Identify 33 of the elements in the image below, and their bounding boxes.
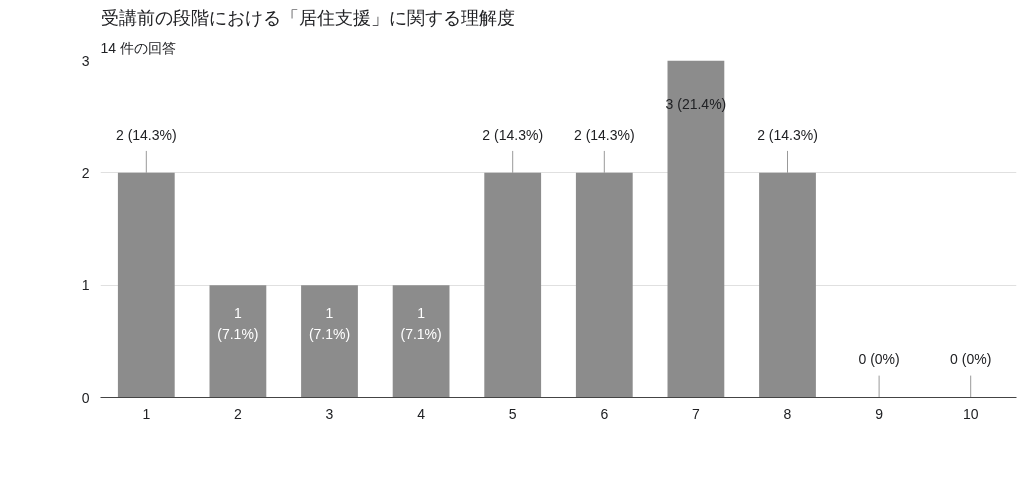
data-label: 1 (7.1%) (217, 305, 259, 343)
bar (301, 285, 358, 398)
x-tick-label: 1 (142, 405, 151, 422)
bar (484, 172, 542, 398)
x-tick-label: 10 (962, 405, 979, 422)
bar (117, 172, 175, 398)
data-label: 1 (7.1%) (400, 305, 442, 343)
x-tick-label: 3 (325, 405, 334, 422)
bar (575, 172, 633, 398)
x-tick-label: 8 (783, 405, 792, 422)
y-tick-label: 1 (81, 277, 90, 294)
x-tick-label: 5 (508, 405, 517, 422)
data-label: 2 (14.3%) (482, 126, 544, 143)
bar (209, 285, 267, 398)
chart-title: 受講前の段階における「居住支援」に関する理解度 (100, 7, 515, 28)
x-tick-label: 9 (875, 405, 884, 422)
bar (759, 172, 816, 398)
data-label: 2 (14.3%) (573, 126, 635, 143)
data-label: 2 (14.3%) (757, 126, 818, 143)
data-label: 0 (0%) (858, 351, 900, 368)
y-tick-label: 0 (81, 389, 90, 406)
x-tick-label: 4 (417, 405, 426, 422)
data-label: 1 (7.1%) (308, 305, 351, 343)
data-label: 2 (14.3%) (115, 126, 177, 143)
x-tick-label: 7 (692, 405, 701, 422)
y-tick-label: 2 (81, 164, 90, 181)
bar (667, 60, 725, 398)
x-tick-label: 6 (600, 405, 609, 422)
chart-subtitle: 14 件の回答 (100, 39, 176, 56)
bar (392, 285, 450, 398)
x-tick-label: 2 (234, 405, 243, 422)
data-label: 0 (0%) (950, 351, 992, 368)
y-tick-label: 3 (81, 52, 90, 69)
